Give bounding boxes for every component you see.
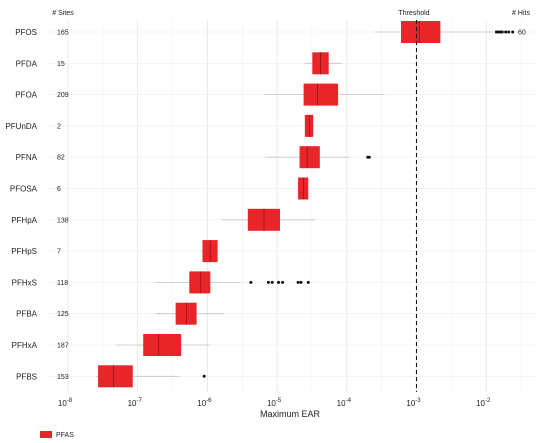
category-label-pfoa: PFOA — [15, 91, 37, 100]
category-label-pfos: PFOS — [15, 28, 37, 37]
site-count-pfna: 82 — [57, 155, 65, 162]
site-count-pfhxa: 187 — [57, 343, 69, 350]
x-axis-label: Maximum EAR — [260, 409, 321, 419]
x-tick-exponent: -6 — [206, 398, 212, 404]
outlier-pfos — [500, 30, 504, 34]
legend: PFAS — [40, 431, 74, 439]
box-pfoa — [303, 83, 339, 106]
category-label-pfhpa: PFHpA — [11, 216, 37, 225]
outlier-pfos — [504, 30, 508, 34]
outlier-pfna — [367, 155, 371, 159]
site-count-pfba: 125 — [57, 311, 69, 318]
category-label-pfda: PFDA — [16, 59, 38, 68]
outlier-pfos — [494, 30, 498, 34]
box-pfhxs — [189, 271, 211, 294]
x-tick-label: 10-2 — [476, 398, 491, 408]
site-count-pfos: 165 — [57, 30, 69, 37]
outlier-points — [202, 30, 515, 378]
legend-label-pfas: PFAS — [56, 432, 74, 439]
box-pfos — [401, 21, 441, 43]
outlier-pfos — [507, 30, 511, 34]
x-tick-exponent: -3 — [415, 398, 421, 404]
site-count-pfbs: 153 — [57, 374, 69, 381]
sites-column-header: # Sites — [52, 10, 74, 17]
category-label-pfbs: PFBS — [16, 372, 37, 381]
outlier-pfhxs — [296, 280, 300, 284]
category-label-pfhxs: PFHxS — [12, 278, 37, 287]
site-count-pfhxs: 118 — [57, 280, 68, 287]
x-tick-label: 10-7 — [128, 398, 143, 408]
site-count-pfda: 15 — [57, 61, 65, 68]
x-axis-ticks: 10-8 10-7 10-6 10-5 10-4 10-3 10-2 — [58, 398, 491, 408]
hits-column-header: # Hits — [512, 10, 530, 17]
category-label-pfhxa: PFHxA — [12, 341, 38, 350]
site-count-pfhps: 7 — [57, 249, 61, 256]
outlier-pfhxs — [281, 280, 285, 284]
outlier-pfhxs — [306, 280, 310, 284]
site-count-pfunda: 2 — [57, 123, 61, 130]
grid-lines — [46, 20, 538, 392]
legend-swatch-pfas — [40, 431, 52, 438]
x-tick-label: 10-5 — [267, 398, 282, 408]
x-tick-exponent: -8 — [67, 398, 73, 404]
site-counts: 165 15 209 2 82 6 138 7 118 125 187 153 — [57, 30, 69, 381]
outlier-pfhxs — [270, 280, 274, 284]
hit-count-pfos: 60 — [518, 30, 526, 37]
box-pfhxa — [143, 334, 182, 356]
box-pfna — [299, 146, 320, 169]
box-pfbs — [98, 365, 133, 388]
category-label-pfba: PFBA — [16, 310, 38, 319]
category-label-pfhps: PFHpS — [11, 247, 37, 256]
outlier-pfhxs — [266, 280, 270, 284]
x-tick-exponent: -2 — [485, 398, 491, 404]
whiskers — [95, 31, 492, 377]
outlier-pfbs — [202, 374, 206, 378]
category-label-pfna: PFNA — [16, 153, 38, 162]
x-tick-label: 10-4 — [337, 398, 352, 408]
boxes — [98, 21, 441, 388]
category-label-pfunda: PFUnDA — [5, 122, 37, 131]
x-tick-exponent: -7 — [136, 398, 142, 404]
threshold-label: Threshold — [398, 10, 429, 17]
x-tick-label: 10-6 — [197, 398, 212, 408]
site-count-pfhpa: 138 — [57, 217, 69, 224]
x-tick-label: 10-3 — [406, 398, 421, 408]
outlier-pfhxs — [299, 280, 303, 284]
category-label-pfosa: PFOSA — [10, 185, 38, 194]
outlier-pfhxs — [277, 280, 281, 284]
outlier-pfos — [511, 30, 515, 34]
site-count-pfoa: 209 — [57, 92, 69, 99]
x-tick-exponent: -5 — [276, 398, 282, 404]
x-tick-exponent: -4 — [346, 398, 352, 404]
outlier-pfhxs — [249, 280, 253, 284]
site-count-pfosa: 6 — [57, 186, 61, 193]
x-tick-label: 10-8 — [58, 398, 73, 408]
hit-counts: 60 — [518, 30, 526, 37]
category-labels: PFOS PFDA PFOA PFUnDA PFNA PFOSA PFHpA PFHpS PFH… — [5, 28, 37, 381]
